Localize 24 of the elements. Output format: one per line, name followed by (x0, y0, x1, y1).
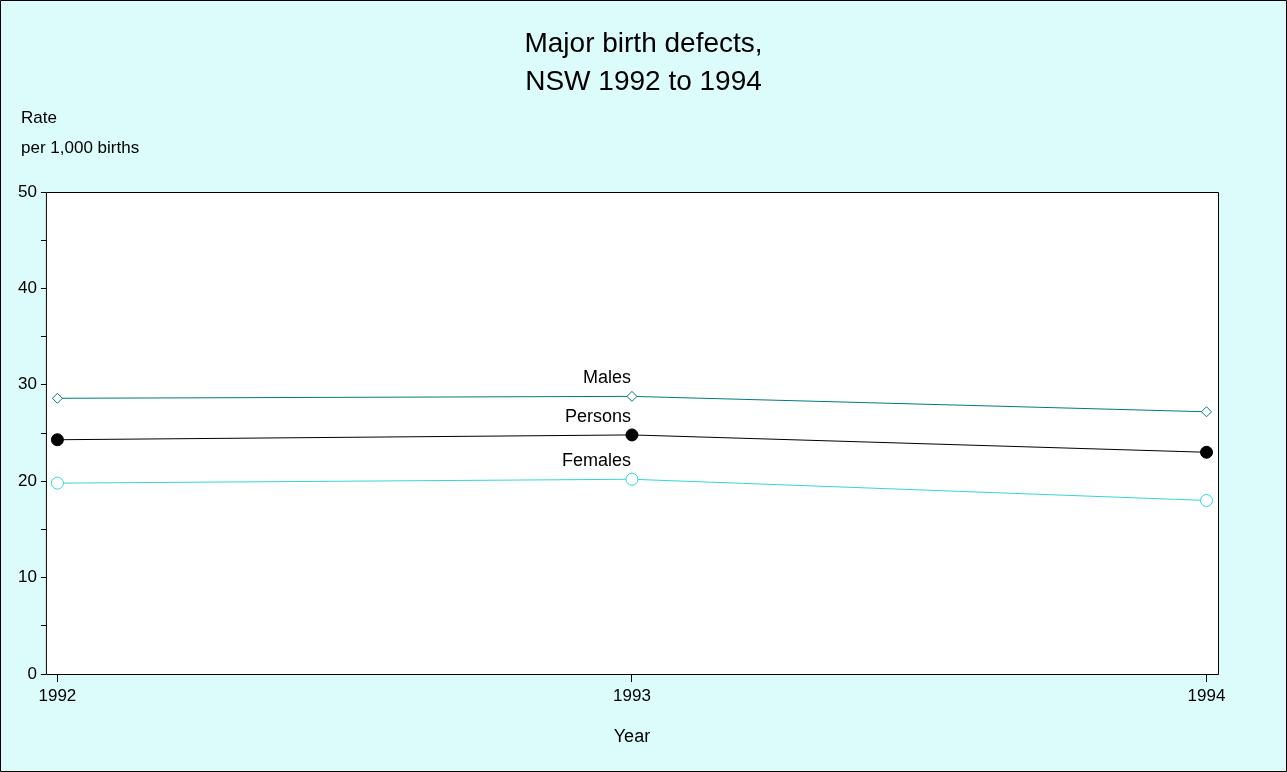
point (50, 433, 64, 447)
point (1200, 493, 1214, 507)
point (625, 472, 639, 486)
point (1201, 406, 1213, 418)
point (626, 390, 638, 402)
y-axis-title: Rate per 1,000 births (21, 107, 140, 157)
x-tick-label: 1993 (613, 685, 651, 705)
chart-title: Major birth defects, NSW 1992 to 1994 (524, 26, 763, 96)
y-tick-label: 50 (17, 181, 37, 201)
x-axis-title: Year (613, 726, 651, 747)
point (1200, 445, 1214, 459)
series-label: Females (561, 450, 631, 471)
y-tick-label: 20 (17, 470, 37, 490)
point (625, 428, 639, 442)
point (50, 476, 64, 490)
point (51, 392, 63, 404)
y-tick-label: 40 (17, 278, 37, 298)
y-tick-label: 30 (17, 374, 37, 394)
series-label: Persons (564, 405, 631, 426)
y-tick-label: 10 (17, 567, 37, 587)
series-label: Males (582, 367, 631, 388)
x-tick-label: 1994 (1187, 685, 1226, 705)
y-tick-label: 0 (27, 663, 37, 683)
x-tick-label: 1992 (38, 685, 77, 705)
